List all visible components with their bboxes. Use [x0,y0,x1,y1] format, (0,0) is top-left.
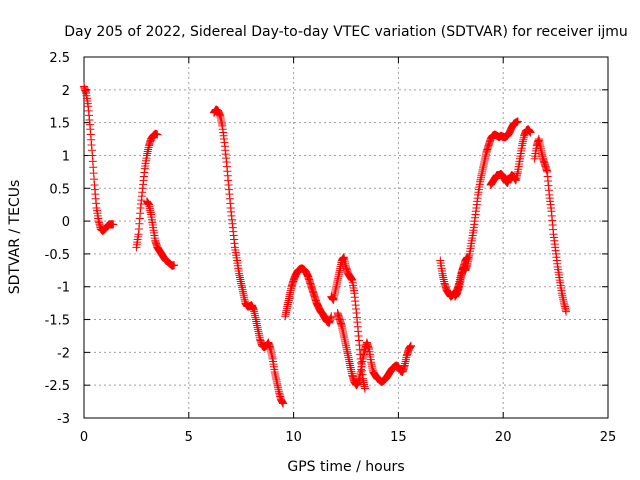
data-point [406,341,415,350]
y-tick-label: 0 [62,215,70,230]
grid [84,57,608,418]
x-tick-label: 10 [285,430,302,445]
series-arc10 [486,125,535,189]
x-tick-label: 5 [185,430,193,445]
x-tick-labels: 0 5 10 15 20 25 [80,430,616,445]
y-axis-label: SDTVAR / TECUs [7,180,23,295]
y-tick-label: -3 [57,412,70,427]
x-tick-label: 20 [495,430,512,445]
series-arc7 [333,308,415,390]
data-point [170,261,179,270]
data-point [513,117,522,126]
series-arc9 [450,253,472,301]
x-tick-label: 0 [80,430,88,445]
series-arc8 [436,117,522,301]
series-arc1 [80,82,118,235]
data-point [279,399,288,408]
data-point [562,307,571,316]
y-tick-label: 2 [62,84,70,99]
y-tick-label: -0.5 [45,248,70,263]
data-point [463,253,472,262]
data-marks [80,82,571,408]
data-point [360,384,369,393]
data-point [153,130,162,139]
series-arc2 [132,129,162,252]
x-axis-label: GPS time / hours [287,459,404,475]
y-tick-labels: -3 -2.5 -2 -1.5 -1 -0.5 0 0.5 1 1.5 2 2.5 [45,51,70,427]
y-tick-label: 1 [62,149,70,164]
y-tick-label: -1.5 [45,314,70,329]
y-tick-label: 1.5 [49,117,70,132]
plot-frame [83,56,609,419]
y-tick-label: 2.5 [49,51,70,66]
data-point [526,128,535,137]
series-arc4 [209,105,288,408]
x-tick-label: 15 [390,430,407,445]
series-arc5 [281,264,336,327]
series-arc3 [142,197,179,270]
y-tick-label: -2.5 [45,379,70,394]
axis-ticks [83,56,609,419]
y-tick-label: -1 [57,281,70,296]
chart-title: Day 205 of 2022, Sidereal Day-to-day VTE… [64,24,628,40]
series-arc6 [327,253,369,393]
x-tick-label: 25 [600,430,617,445]
y-tick-label: 0.5 [49,182,70,197]
series-arc11 [530,135,571,316]
y-tick-label: -2 [57,346,70,361]
data-point [109,220,118,229]
data-point [327,312,336,321]
